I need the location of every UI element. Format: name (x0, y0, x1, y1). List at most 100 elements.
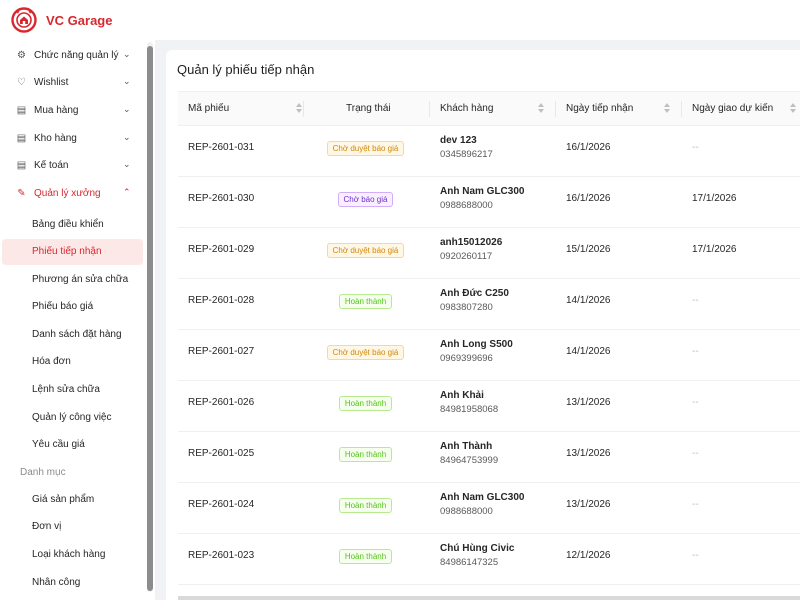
brand-name: VC Garage (46, 12, 113, 28)
ticket-code[interactable]: REP-2601-027 (188, 346, 255, 357)
status-cell: Hoàn thành (303, 447, 428, 462)
delivery-date: -- (692, 346, 699, 357)
received-date: 13/1/2026 (566, 448, 611, 459)
table-horizontal-scrollbar[interactable] (178, 596, 800, 600)
customer-phone: 0988688000 (440, 200, 493, 211)
sort-icon[interactable] (663, 103, 671, 115)
column-header-label: Ngày tiếp nhận (566, 103, 634, 114)
table-row[interactable]: REP-2601-026 Hoàn thành Anh Khải 8498195806… (178, 381, 800, 432)
sidebar-item-dashboard[interactable]: Bảng điều khiển (32, 219, 104, 230)
sidebar-item-price-request[interactable]: Yêu cầu giá (32, 439, 85, 450)
sort-icon[interactable] (789, 103, 797, 115)
status-cell: Chờ báo giá (303, 192, 428, 207)
column-header-label: Ngày giao dự kiến (692, 103, 774, 114)
customer-name: Anh Khải (440, 390, 484, 401)
ticket-code[interactable]: REP-2601-026 (188, 397, 255, 408)
table-row[interactable]: REP-2601-029 Chờ duyệt báo giá anh15012026… (178, 228, 800, 279)
status-cell: Chờ duyệt báo giá (303, 141, 428, 156)
received-date: 14/1/2026 (566, 295, 611, 306)
chevron-down-icon: ⌄ (123, 159, 131, 169)
status-badge: Hoàn thành (338, 549, 393, 564)
sidebar-item-unit[interactable]: Đơn vị (32, 521, 62, 532)
sidebar-group-warehouse[interactable]: ▤ Kho hàng ⌄ (0, 125, 148, 153)
received-date: 13/1/2026 (566, 397, 611, 408)
status-badge: Chờ duyệt báo giá (326, 345, 405, 360)
delivery-date: -- (692, 448, 699, 459)
sidebar-item-order-list[interactable]: Danh sách đặt hàng (32, 329, 122, 340)
sidebar-group-workshop[interactable]: ✎ Quản lý xưởng ⌃ (0, 180, 148, 208)
received-date: 12/1/2026 (566, 550, 611, 561)
ticket-code[interactable]: REP-2601-031 (188, 142, 255, 153)
ticket-code[interactable]: REP-2601-023 (188, 550, 255, 561)
customer-cell: dev 123 0345896217 (440, 135, 493, 160)
table-row[interactable]: REP-2601-024 Hoàn thành Anh Nam GLC300 0988… (178, 483, 800, 534)
sidebar-item-invoice[interactable]: Hóa đơn (32, 356, 71, 367)
customer-cell: Anh Thành 84964753999 (440, 441, 498, 466)
received-date: 16/1/2026 (566, 193, 611, 204)
cart-icon: ▤ (16, 105, 27, 116)
table-row[interactable]: REP-2601-030 Chờ báo giá Anh Nam GLC300 098… (178, 177, 800, 228)
column-header-customer[interactable]: Khách hàng (440, 92, 560, 126)
sidebar-group-label: Quản lý xưởng (34, 188, 101, 199)
sidebar-group-management-functions[interactable]: ⚙ Chức năng quản lý ⌄ (0, 42, 148, 70)
table-row[interactable]: REP-2601-028 Hoàn thành Anh Đức C250 098380… (178, 279, 800, 330)
customer-phone: 84986147325 (440, 557, 499, 568)
delivery-date: -- (692, 142, 699, 153)
column-header-received-date[interactable]: Ngày tiếp nhận (566, 92, 686, 126)
sidebar-item-labor[interactable]: Nhân công (32, 577, 81, 588)
ticket-code[interactable]: REP-2601-024 (188, 499, 255, 510)
customer-cell: Anh Nam GLC300 0988688000 (440, 186, 524, 211)
sidebar-item-customer-type[interactable]: Loại khách hàng (32, 549, 106, 560)
sidebar-group-wishlist[interactable]: ♡ Wishlist ⌄ (0, 69, 148, 97)
sidebar-group-purchasing[interactable]: ▤ Mua hàng ⌄ (0, 97, 148, 125)
status-badge: Chờ báo giá (337, 192, 394, 207)
table-row[interactable]: REP-2601-023 Hoàn thành Chú Hùng Civic 8498… (178, 534, 800, 585)
sidebar-item-task-management[interactable]: Quản lý công việc (32, 412, 112, 423)
sort-icon[interactable] (295, 103, 303, 115)
sidebar-item-repair-order[interactable]: Lệnh sửa chữa (32, 384, 100, 395)
column-divider (303, 101, 304, 117)
warehouse-icon: ▤ (16, 133, 27, 144)
column-header-delivery-date[interactable]: Ngày giao dự kiến (692, 92, 800, 126)
sidebar-scrollbar[interactable] (147, 42, 153, 592)
status-cell: Chờ duyệt báo giá (303, 345, 428, 360)
delivery-date: 17/1/2026 (692, 244, 737, 255)
status-cell: Hoàn thành (303, 294, 428, 309)
brand-header[interactable]: VC Garage (0, 0, 160, 40)
ticket-code[interactable]: REP-2601-030 (188, 193, 255, 204)
content-card (166, 50, 800, 600)
column-header-status: Trạng thái (346, 92, 426, 126)
delivery-date: 17/1/2026 (692, 193, 737, 204)
table-row[interactable]: REP-2601-027 Chờ duyệt báo giá Anh Long S5… (178, 330, 800, 381)
sidebar-item-reception-ticket[interactable]: Phiếu tiếp nhận (2, 239, 143, 265)
ticket-code[interactable]: REP-2601-025 (188, 448, 255, 459)
status-cell: Chờ duyệt báo giá (303, 243, 428, 258)
sidebar-scrollbar-thumb[interactable] (147, 46, 153, 591)
customer-cell: Anh Nam GLC300 0988688000 (440, 492, 524, 517)
column-header-label: Mã phiếu (188, 103, 230, 114)
table-row[interactable]: REP-2601-025 Hoàn thành Anh Thành 849647539… (178, 432, 800, 483)
status-cell: Hoàn thành (303, 396, 428, 411)
heart-icon: ♡ (17, 77, 26, 88)
customer-phone: 0988688000 (440, 506, 493, 517)
ledger-icon: ▤ (16, 160, 27, 171)
wrench-icon: ✎ (17, 188, 26, 199)
ticket-code[interactable]: REP-2601-029 (188, 244, 255, 255)
chevron-down-icon: ⌄ (123, 104, 131, 114)
column-divider (555, 101, 556, 117)
sidebar-item-product-price[interactable]: Giá sản phẩm (32, 494, 95, 505)
sort-icon[interactable] (537, 103, 545, 115)
sidebar-item-repair-plan[interactable]: Phương án sửa chữa (32, 274, 129, 285)
received-date: 13/1/2026 (566, 499, 611, 510)
column-header-code[interactable]: Mã phiếu (188, 92, 302, 126)
sidebar-group-accounting[interactable]: ▤ Kế toán ⌄ (0, 152, 148, 180)
ticket-code[interactable]: REP-2601-028 (188, 295, 255, 306)
sidebar-item-quotation[interactable]: Phiếu báo giá (32, 301, 94, 312)
status-cell: Hoàn thành (303, 549, 428, 564)
sidebar-group-label: Wishlist (34, 77, 69, 88)
customer-name: Anh Long S500 (440, 339, 513, 350)
chevron-down-icon: ⌄ (123, 132, 131, 142)
customer-cell: anh15012026 0920260117 (440, 237, 502, 262)
table-row[interactable]: REP-2601-031 Chờ duyệt báo giá dev 123 0345… (178, 126, 800, 177)
customer-name: Anh Đức C250 (440, 288, 509, 299)
